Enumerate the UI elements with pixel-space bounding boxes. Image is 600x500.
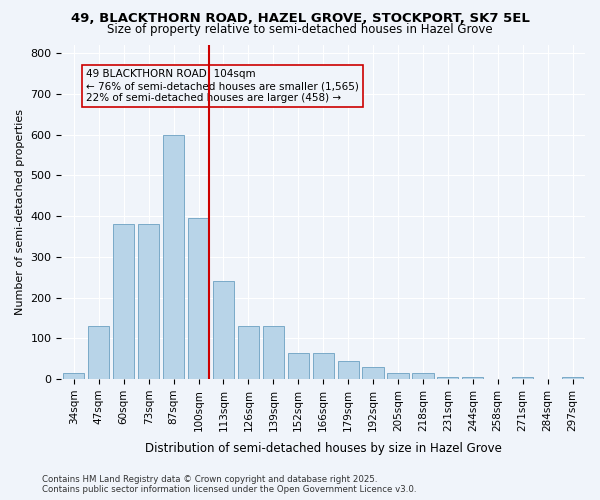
X-axis label: Distribution of semi-detached houses by size in Hazel Grove: Distribution of semi-detached houses by … (145, 442, 502, 455)
Bar (437, 377, 458, 379)
Text: Size of property relative to semi-detached houses in Hazel Grove: Size of property relative to semi-detach… (107, 22, 493, 36)
Bar (562, 377, 583, 379)
Bar (412, 373, 434, 379)
Bar (163, 134, 184, 379)
Bar (362, 367, 383, 379)
Text: Contains HM Land Registry data © Crown copyright and database right 2025.
Contai: Contains HM Land Registry data © Crown c… (42, 474, 416, 494)
Bar (238, 326, 259, 379)
Bar (462, 377, 484, 379)
Bar (313, 352, 334, 379)
Bar (113, 224, 134, 379)
Bar (338, 360, 359, 379)
Text: 49 BLACKTHORN ROAD: 104sqm
← 76% of semi-detached houses are smaller (1,565)
22%: 49 BLACKTHORN ROAD: 104sqm ← 76% of semi… (86, 70, 359, 102)
Bar (63, 373, 85, 379)
Y-axis label: Number of semi-detached properties: Number of semi-detached properties (15, 109, 25, 315)
Text: 49, BLACKTHORN ROAD, HAZEL GROVE, STOCKPORT, SK7 5EL: 49, BLACKTHORN ROAD, HAZEL GROVE, STOCKP… (71, 12, 529, 26)
Bar (287, 352, 309, 379)
Bar (263, 326, 284, 379)
Bar (512, 377, 533, 379)
Bar (213, 282, 234, 379)
Bar (138, 224, 159, 379)
Bar (188, 218, 209, 379)
Bar (88, 326, 109, 379)
Bar (388, 373, 409, 379)
